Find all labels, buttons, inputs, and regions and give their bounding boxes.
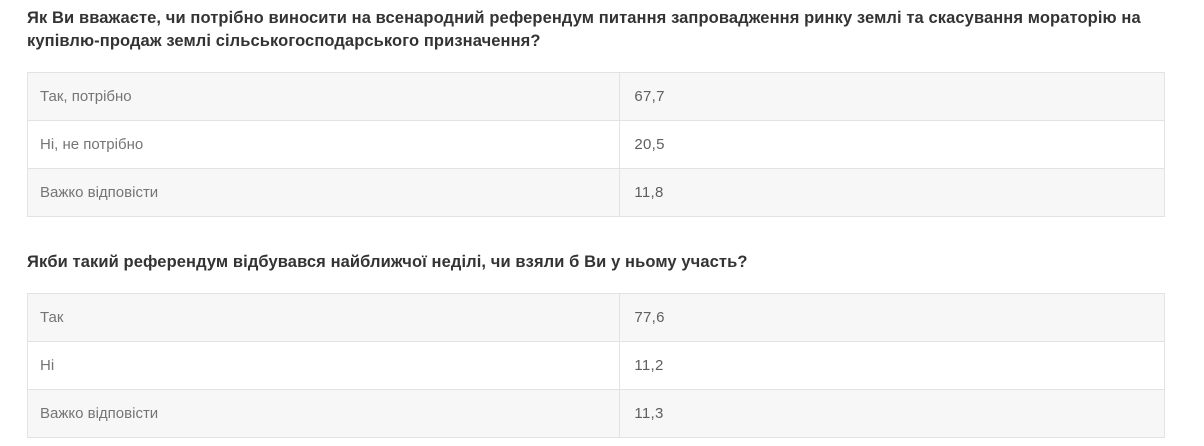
answer-label-cell: Важко відповісти: [27, 389, 621, 438]
answer-label-cell: Ні: [27, 341, 621, 390]
value-cell: 11,8: [634, 184, 664, 201]
table-row: Так 77,6: [27, 293, 1165, 342]
question-2-title: Якби такий референдум відбувався найближ…: [27, 253, 748, 271]
value-cell: 11,3: [634, 405, 664, 422]
table-row: Ні, не потрібно 20,5: [27, 120, 1165, 169]
answer-label-cell: Ні, не потрібно: [27, 120, 621, 169]
question-1-title: Як Ви вважаєте, чи потрібно виносити на …: [27, 9, 1141, 50]
answer-label-cell: Важко відповісти: [27, 168, 621, 217]
results-table-1: Так, потрібно 67,7 Ні, не потрібно 20,5 …: [27, 72, 1165, 217]
value-cell: 67,7: [634, 88, 665, 105]
results-table-2: Так 77,6 Ні 11,2 Важко відповісти 11,3: [27, 293, 1165, 438]
value-cell: 20,5: [634, 136, 665, 153]
table-row: Ні 11,2: [27, 341, 1165, 390]
table-row: Важко відповісти 11,3: [27, 389, 1165, 438]
answer-label-cell: Так, потрібно: [27, 72, 621, 121]
answer-label-cell: Так: [27, 293, 621, 342]
value-cell: 77,6: [634, 309, 665, 326]
value-cell: 11,2: [634, 357, 664, 374]
table-row: Важко відповісти 11,8: [27, 168, 1165, 217]
table-row: Так, потрібно 67,7: [27, 72, 1165, 121]
